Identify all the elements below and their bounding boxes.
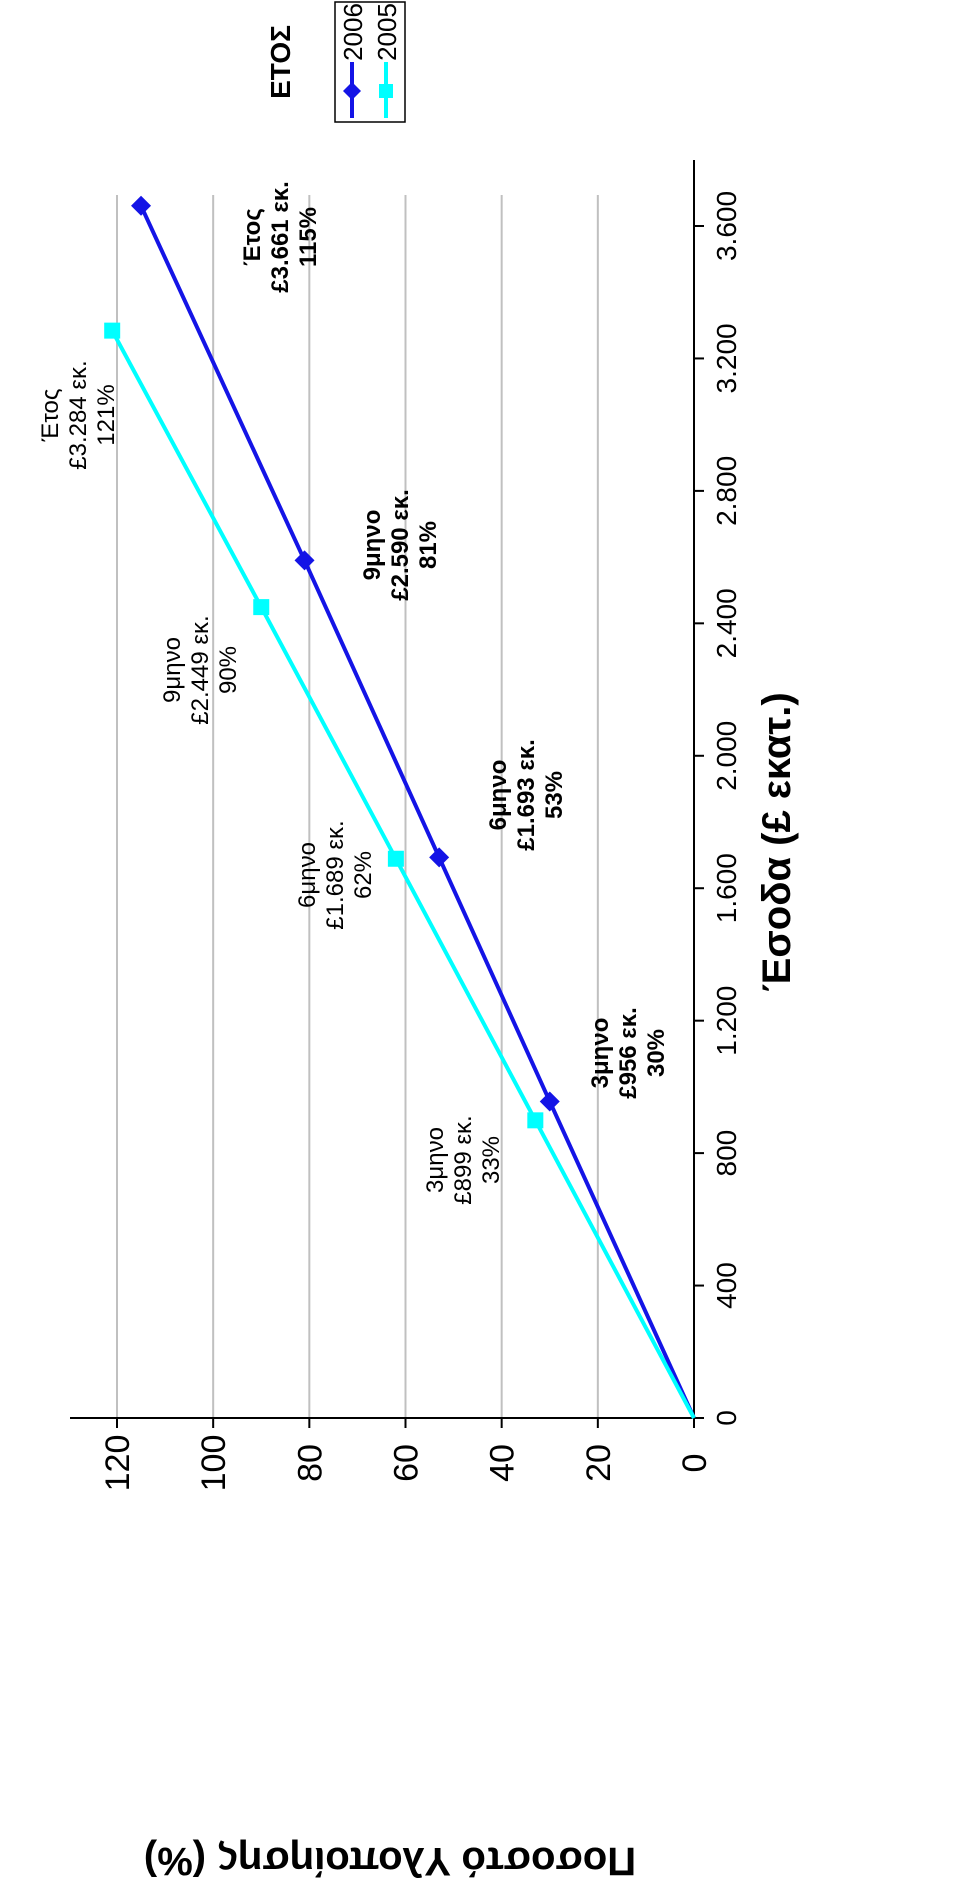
data-label-line: 9μηνο <box>359 510 386 581</box>
data-label-line: 3μηνο <box>587 1018 614 1089</box>
data-label-line: £899 εκ. <box>450 1115 477 1204</box>
data-label-2006: 9μηνο£2.590 εκ.81% <box>359 489 442 601</box>
data-label-line: £2.449 εκ. <box>187 615 214 724</box>
y-tick-label: 60 <box>388 1444 426 1482</box>
data-point-2006 <box>539 1091 560 1112</box>
data-labels: 3μηνο£956 εκ.30%6μηνο£1.693 εκ.53%9μηνο£… <box>37 181 670 1204</box>
legend-label-2006: 2006 <box>338 3 368 61</box>
x-tick-label: 400 <box>711 1262 742 1309</box>
x-axis-title: Έσοδα (£ εκατ.) <box>755 692 799 991</box>
data-label-line: £1.693 εκ. <box>513 739 540 851</box>
x-axis-ticks: 0 400 800 1.200 1.600 2.000 2.400 2.800 3.200 3.6… <box>694 191 742 1426</box>
gridlines <box>116 195 599 1418</box>
data-label-line: 121% <box>93 384 120 445</box>
data-label-line: £3.284 εκ. <box>65 360 92 469</box>
legend-marker-2005 <box>379 84 393 98</box>
data-label-2005: 6μηνο£1.689 εκ.62% <box>294 820 377 929</box>
data-point-2006 <box>429 847 450 868</box>
data-label-line: 33% <box>478 1136 505 1184</box>
legend-label-2005: 2005 <box>372 3 402 61</box>
x-tick-label: 800 <box>711 1130 742 1177</box>
data-label-2005: 3μηνο£899 εκ.33% <box>422 1115 505 1204</box>
data-point-2005 <box>387 850 404 867</box>
y-axis-title: Ποσοστό Υλοποίησης (%) <box>144 1839 636 1883</box>
series-line-2006 <box>139 204 696 1419</box>
data-label-line: Έτος <box>239 208 266 266</box>
data-point-2006 <box>294 550 315 571</box>
y-tick-label: 80 <box>291 1444 329 1482</box>
series-lines <box>104 195 696 1419</box>
data-label-line: 81% <box>415 521 442 569</box>
data-label-line: 30% <box>643 1029 670 1077</box>
data-label-line: 9μηνο <box>159 637 186 703</box>
data-label-line: £956 εκ. <box>615 1007 642 1099</box>
x-tick-label: 0 <box>711 1410 742 1426</box>
x-tick-label: 3.600 <box>711 191 742 261</box>
data-point-2005 <box>253 599 270 616</box>
data-label-line: £3.661 εκ. <box>267 181 294 293</box>
x-tick-label: 2.400 <box>711 588 742 658</box>
data-label-2006: 3μηνο£956 εκ.30% <box>587 1007 670 1099</box>
x-tick-label: 3.200 <box>711 323 742 393</box>
y-tick-label: 120 <box>99 1435 137 1492</box>
y-tick-label: 100 <box>195 1435 233 1492</box>
data-label-line: 6μηνο <box>294 842 321 908</box>
data-label-2005: 9μηνο£2.449 εκ.90% <box>159 615 242 724</box>
data-point-2005 <box>527 1112 544 1129</box>
axis-titles: Έσοδα (£ εκατ.) Ποσοστό Υλοποίησης (%) <box>144 692 799 1883</box>
plot-area: 04008001.2001.6002.0002.4002.8003.2003.6… <box>37 160 742 1491</box>
data-point-2006 <box>131 195 152 216</box>
legend: 2006 2005 ΕΤΟΣ <box>265 1 406 123</box>
legend-box <box>334 1 406 123</box>
legend-marker-2006 <box>343 82 361 100</box>
y-tick-label: 20 <box>580 1444 618 1482</box>
x-tick-label: 2.800 <box>711 456 742 526</box>
data-label-line: 115% <box>295 207 322 267</box>
data-label-line: 6μηνο <box>485 760 512 831</box>
x-tick-label: 2.000 <box>711 721 742 791</box>
data-label-line: 53% <box>541 771 568 819</box>
y-axis-ticks: 0 20 40 60 80 100 120 <box>99 1418 714 1491</box>
x-tick-label: 1.600 <box>711 853 742 923</box>
legend-items: 2006 2005 <box>338 3 402 118</box>
data-label-2006: Έτος£3.661 εκ.115% <box>239 181 322 293</box>
x-tick-label: 1.200 <box>711 986 742 1056</box>
y-tick-label: 0 <box>676 1454 714 1473</box>
axes <box>70 160 695 1419</box>
data-label-2005: Έτος£3.284 εκ.121% <box>37 360 120 469</box>
data-point-2005 <box>104 322 121 339</box>
data-label-line: Έτος <box>37 389 64 443</box>
data-label-line: 3μηνο <box>422 1127 449 1193</box>
data-label-line: £1.689 εκ. <box>322 820 349 929</box>
legend-title: ΕΤΟΣ <box>265 25 296 99</box>
data-label-line: 90% <box>215 646 242 694</box>
data-label-2006: 6μηνο£1.693 εκ.53% <box>485 739 568 851</box>
y-tick-label: 40 <box>484 1444 522 1482</box>
data-label-line: 62% <box>350 851 377 899</box>
data-label-line: £2.590 εκ. <box>387 489 414 601</box>
